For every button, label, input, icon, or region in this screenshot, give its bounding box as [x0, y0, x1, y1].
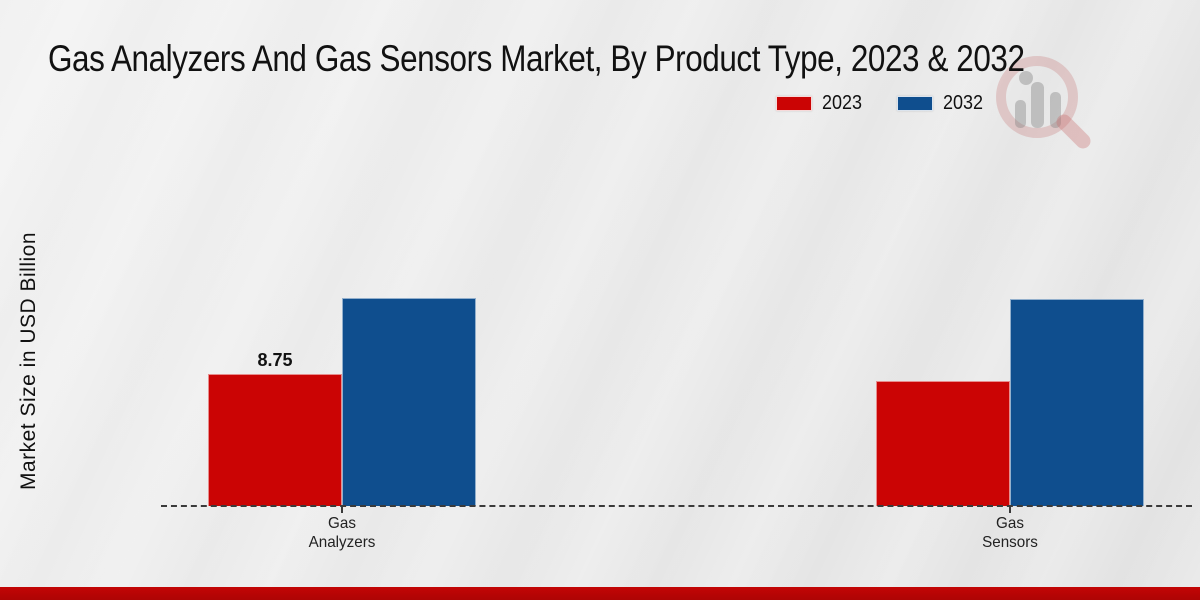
- bar-2032-gas-sensors: [1010, 299, 1144, 506]
- legend-swatch-2032: [896, 96, 933, 111]
- bar-2023-gas-sensors: [876, 381, 1010, 506]
- chart-title: Gas Analyzers And Gas Sensors Market, By…: [48, 38, 1025, 79]
- legend-label-2032: 2032: [942, 92, 983, 114]
- legend: 2023 2032: [776, 92, 987, 115]
- x-tick-gas-analyzers: [341, 507, 343, 513]
- magnifier-bars-icon: [996, 56, 1091, 149]
- x-axis-baseline: [161, 505, 1192, 507]
- y-axis-label: Market Size in USD Billion: [17, 231, 40, 491]
- legend-item-2023: 2023: [776, 92, 867, 115]
- watermark-logo: [985, 52, 1095, 152]
- footer-accent-bar: [0, 587, 1200, 600]
- legend-item-2032: 2032: [896, 92, 988, 115]
- x-tick-label-gas-analyzers: Gas Analyzers: [308, 515, 376, 551]
- legend-label-2023: 2023: [822, 92, 863, 114]
- legend-swatch-2023: [776, 96, 812, 111]
- bar-2023-gas-analyzers: [208, 374, 342, 506]
- x-tick-label-gas-sensors: Gas Sensors: [982, 515, 1038, 551]
- x-tick-gas-sensors: [1009, 507, 1011, 513]
- bar-2032-gas-analyzers: [342, 298, 476, 506]
- bar-value-label: 8.75: [257, 350, 293, 370]
